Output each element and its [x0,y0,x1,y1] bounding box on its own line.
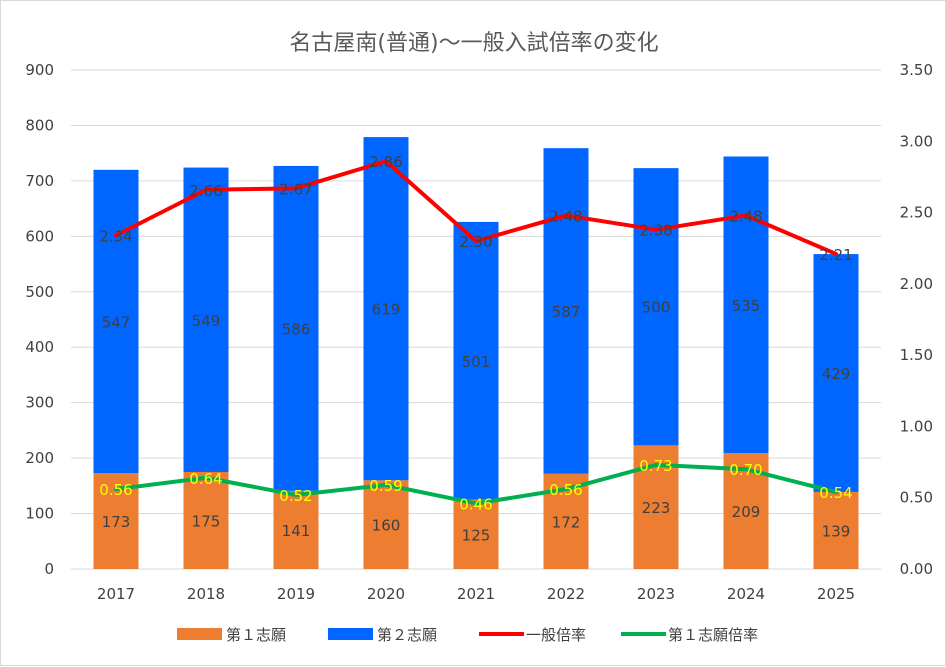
line-value-label: 0.59 [369,477,402,495]
series-line [114,462,838,506]
bar-value-label: 549 [192,312,221,330]
x-tick-label: 2021 [457,585,495,603]
bar-segment [723,156,769,454]
x-tick-label: 2018 [187,585,225,603]
bar-value-label: 619 [372,301,401,319]
series-line [114,159,838,256]
bar-segment [273,165,319,491]
bar-value-label: 175 [192,512,221,530]
legend-item: 一般倍率 [479,626,586,644]
bar-value-label: 141 [282,522,311,540]
line-value-label: 0.52 [279,487,312,505]
line-value-label: 0.64 [189,470,222,488]
x-tick-label: 2019 [277,585,315,603]
bar-value-label: 223 [642,499,671,517]
y-tick-label: 200 [25,449,54,467]
y2-tick-label: 2.50 [900,204,933,222]
bar-value-label: 139 [822,522,851,540]
bar-segment [183,167,229,472]
y2-tick-label: 0.00 [900,560,933,578]
line-value-label: 2.86 [369,153,402,171]
legend: 第１志願 第２志願 一般倍率 第１志願倍率 [177,626,758,644]
x-tick-label: 2020 [367,585,405,603]
y2-tick-label: 3.00 [900,132,933,150]
y-tick-label: 600 [25,227,54,245]
bar-segment [453,499,499,569]
chart-title: 名古屋南(普通)～一般入試倍率の変化 [289,31,658,56]
line-value-label: 0.56 [549,481,582,499]
bar-segment [813,254,859,492]
bar-value-label: 547 [102,313,131,331]
legend-label: 第１志願倍率 [668,626,758,644]
y-tick-label: 0 [44,560,54,578]
legend-label: 第２志願 [377,626,437,644]
x-tick-label: 2024 [727,585,765,603]
x-tick-label: 2025 [817,585,855,603]
bar-segment [543,148,589,474]
y-tick-label: 700 [25,172,54,190]
bar-value-label: 172 [552,513,581,531]
bar-value-label: 535 [732,297,761,315]
legend-swatch [328,628,373,640]
legend-label: 一般倍率 [526,626,586,644]
data-labels: 173 175 141 160 125 172 223 209 139 547 549 586 619 5… [99,153,852,544]
bar-segment [363,480,409,569]
bar-segment [633,168,679,446]
y-tick-label: 500 [25,283,54,301]
line-value-label: 0.46 [459,495,492,513]
line-value-label: 0.70 [729,461,762,479]
line-value-label: 0.54 [819,484,852,502]
line-value-label: 0.73 [639,457,672,475]
line-value-label: 2.67 [279,180,312,198]
legend-item: 第１志願倍率 [621,626,758,644]
y2-tick-label: 3.50 [900,61,933,79]
y2-tick-label: 2.00 [900,275,933,293]
bar-segment [813,491,859,569]
y-tick-label: 400 [25,338,54,356]
line-value-label: 0.56 [99,481,132,499]
bar-value-label: 500 [642,299,671,317]
legend-item: 第２志願 [328,626,437,644]
line-value-label: 2.34 [99,227,132,245]
line-value-label: 2.48 [729,207,762,225]
x-tick-label: 2022 [547,585,585,603]
bar-value-label: 125 [462,526,491,544]
y2-tick-label: 0.50 [900,489,933,507]
bar-value-label: 160 [372,517,401,535]
y-tick-label: 300 [25,394,54,412]
x-tick-label: 2017 [97,585,135,603]
bar-value-label: 586 [282,320,311,338]
line-value-label: 2.38 [639,222,672,240]
legend-label: 第１志願 [226,626,286,644]
bar-segment [453,221,499,500]
line-value-label: 2.21 [819,246,852,264]
line-value-label: 2.66 [189,182,222,200]
y-tick-label: 100 [25,505,54,523]
bar-value-label: 501 [462,353,491,371]
bar-value-label: 173 [102,513,131,531]
axes: 0 100 200 300 400 500 600 700 800 900 0.00 0.50 1.00… [25,61,933,603]
bar-segment [93,169,139,474]
y2-tick-label: 1.00 [900,417,933,435]
line-value-label: 2.48 [549,207,582,225]
legend-item: 第１志願 [177,626,286,644]
bar-segment [363,137,409,481]
bar-value-label: 429 [822,365,851,383]
line-value-label: 2.30 [459,233,492,251]
bar-segment [183,471,229,569]
bar-segment [273,490,319,569]
bar-value-label: 209 [732,503,761,521]
y2-tick-label: 1.50 [900,346,933,364]
bar-value-label: 587 [552,303,581,321]
y-tick-label: 800 [25,116,54,134]
y-tick-label: 900 [25,61,54,79]
lines [114,159,838,506]
x-tick-label: 2023 [637,585,675,603]
legend-swatch [177,628,222,640]
